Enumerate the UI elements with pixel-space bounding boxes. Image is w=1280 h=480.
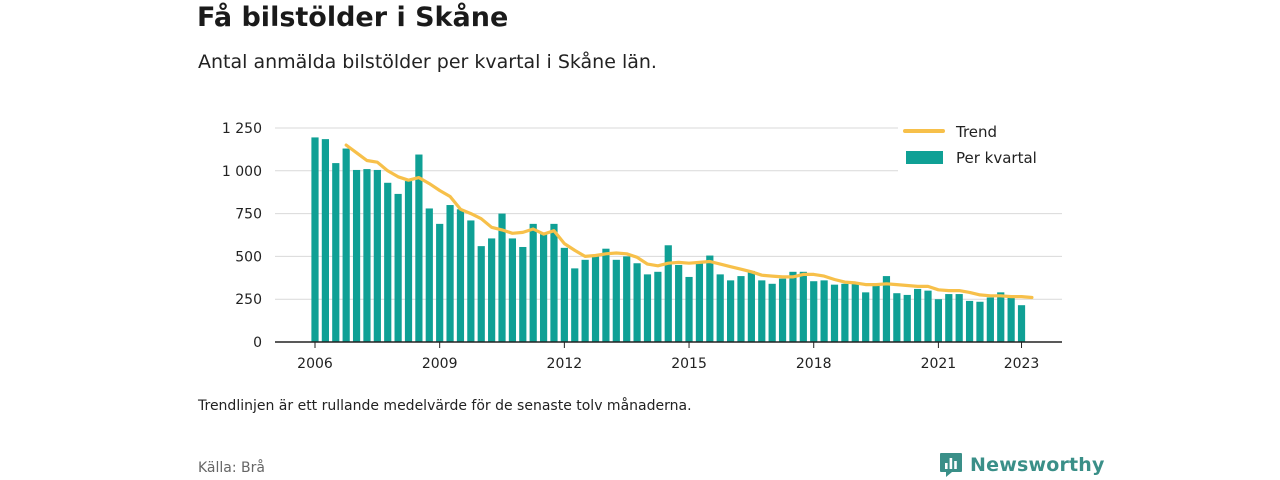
- legend-bars-swatch: [906, 151, 943, 164]
- bar: [997, 292, 1005, 342]
- y-tick-label: 1 000: [222, 164, 262, 180]
- x-tick-label: 2021: [921, 356, 957, 372]
- bar: [799, 271, 807, 342]
- bar: [789, 271, 797, 342]
- bar: [477, 246, 485, 342]
- newsworthy-logo-icon: [940, 453, 962, 477]
- bar-series: [311, 137, 1026, 342]
- bar: [1017, 305, 1026, 342]
- bar: [519, 246, 527, 342]
- x-tick-label: 2012: [547, 356, 583, 372]
- bar: [768, 283, 776, 342]
- bar: [529, 223, 537, 342]
- bar: [384, 182, 392, 342]
- bar: [862, 292, 870, 342]
- bar: [986, 297, 994, 342]
- bar: [591, 254, 600, 342]
- bar-chart: 0 250 500 750 1 000 1 250 2006 2009 2012 2015 201…: [221, 117, 1062, 372]
- bar: [934, 299, 942, 342]
- bar: [924, 290, 932, 342]
- chart-title: Få bilstölder i Skåne: [197, 2, 509, 33]
- bar: [955, 294, 963, 342]
- y-axis-ticks: 0 250 500 750 1 000 1 250: [222, 121, 262, 351]
- bar: [456, 209, 465, 342]
- bar: [695, 263, 704, 342]
- bar: [560, 247, 568, 342]
- bar: [550, 223, 558, 342]
- legend-trend-label: Trend: [955, 123, 997, 141]
- bar: [965, 300, 974, 342]
- bar: [851, 283, 859, 342]
- bar: [716, 274, 724, 342]
- x-tick-label: 2018: [796, 356, 832, 372]
- bar: [332, 163, 340, 342]
- bar: [675, 264, 683, 342]
- brand-name: Newsworthy: [970, 454, 1105, 476]
- bar: [778, 278, 787, 342]
- bar: [373, 169, 381, 342]
- bar: [737, 276, 745, 342]
- bar: [882, 276, 891, 342]
- bar: [914, 288, 922, 342]
- x-tick-label: 2023: [1004, 356, 1040, 372]
- bar: [363, 169, 371, 342]
- bar: [488, 238, 496, 342]
- x-tick-label: 2015: [671, 356, 707, 372]
- bar: [706, 255, 714, 342]
- bar: [903, 294, 911, 342]
- bar: [976, 301, 984, 342]
- bar: [872, 285, 880, 342]
- x-axis-ticks: 2006 2009 2012 2015 2018 2021 2023: [297, 342, 1039, 372]
- footnote: Trendlinjen är ett rullande medelvärde f…: [198, 398, 692, 414]
- bar: [415, 154, 423, 342]
- bar: [810, 281, 818, 342]
- bar: [747, 270, 755, 342]
- bar: [643, 274, 652, 342]
- x-tick-label: 2009: [422, 356, 458, 372]
- brand-logo[interactable]: Newsworthy: [939, 452, 1105, 478]
- y-tick-label: 750: [235, 207, 262, 223]
- legend-bars-label: Per kvartal: [956, 149, 1037, 167]
- legend: Trend Per kvartal: [898, 117, 1062, 173]
- bar: [727, 280, 735, 342]
- bar: [623, 256, 631, 342]
- bar: [633, 263, 641, 342]
- bar: [893, 293, 901, 342]
- y-tick-label: 1 250: [222, 121, 262, 137]
- bar: [311, 137, 319, 342]
- bar: [830, 284, 839, 342]
- bar: [394, 193, 402, 342]
- bar: [446, 205, 454, 342]
- bar: [1007, 296, 1015, 342]
- bar: [498, 213, 506, 342]
- x-tick-label: 2006: [297, 356, 333, 372]
- bar: [841, 283, 849, 342]
- bar: [508, 238, 517, 342]
- bar: [664, 245, 672, 342]
- bar: [654, 271, 662, 342]
- trend-series: [344, 143, 1034, 300]
- chart-subtitle: Antal anmälda bilstölder per kvartal i S…: [198, 51, 657, 73]
- y-tick-label: 250: [235, 292, 262, 308]
- bar: [581, 259, 589, 342]
- bar: [425, 208, 433, 342]
- bar: [467, 220, 475, 342]
- bar: [820, 280, 828, 342]
- bar: [685, 276, 693, 342]
- bar: [945, 294, 953, 342]
- bar: [352, 169, 361, 342]
- bar: [342, 148, 350, 342]
- trend-line: [344, 143, 1034, 300]
- bar: [758, 280, 766, 342]
- y-tick-label: 500: [235, 249, 262, 265]
- bar: [612, 259, 620, 342]
- bar: [539, 234, 548, 342]
- bar: [571, 268, 579, 342]
- bar: [404, 181, 413, 342]
- bar: [436, 223, 444, 342]
- source-label: Källa: Brå: [198, 460, 265, 476]
- y-tick-label: 0: [253, 335, 262, 351]
- bar: [602, 248, 610, 342]
- bar: [321, 139, 329, 342]
